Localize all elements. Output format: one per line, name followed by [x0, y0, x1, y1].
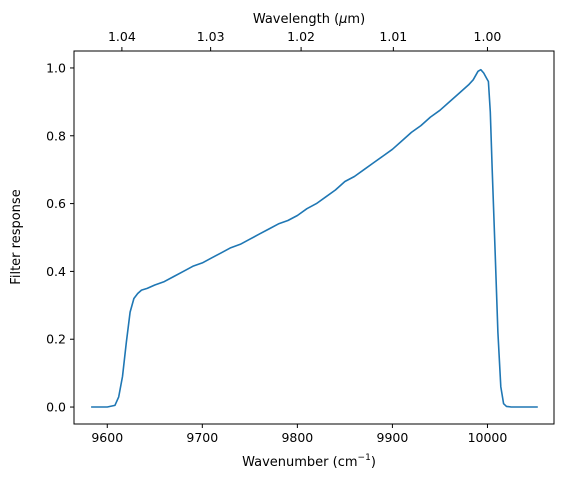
y-axis-label: Filter response — [9, 189, 24, 284]
top-x-axis: 1.04 1.03 1.02 1.01 1.00 — [108, 29, 501, 51]
top-tick-label: 1.00 — [474, 29, 502, 44]
y-tick-label: 0.8 — [46, 128, 66, 143]
top-tick-label: 1.02 — [287, 29, 315, 44]
y-tick-label: 0.2 — [46, 332, 66, 347]
x-axis-label: Wavenumber (cm−1) — [242, 453, 376, 470]
y-tick-label: 1.0 — [46, 60, 66, 75]
top-axis-label: Wavelength (μm) — [253, 12, 365, 27]
top-tick-label: 1.01 — [379, 29, 407, 44]
plot-frame — [73, 50, 555, 425]
y-tick-label: 0.6 — [46, 196, 66, 211]
x-tick-label: 9700 — [186, 430, 218, 445]
top-tick-label: 1.03 — [197, 29, 225, 44]
x-tick-label: 9800 — [281, 430, 313, 445]
x-tick-label: 9900 — [377, 430, 409, 445]
x-tick-label: 10000 — [468, 430, 508, 445]
top-tick-label: 1.04 — [108, 29, 136, 44]
filter-response-line — [91, 68, 538, 408]
x-tick-label: 9600 — [91, 430, 123, 445]
left-y-axis: 0.0 0.2 0.4 0.6 0.8 1.0 — [46, 60, 74, 415]
plot-line-layer — [91, 68, 538, 408]
y-tick-label: 0.4 — [46, 264, 66, 279]
y-tick-label: 0.0 — [46, 400, 66, 415]
bottom-x-axis: 9600 9700 9800 9900 10000 — [91, 424, 507, 445]
